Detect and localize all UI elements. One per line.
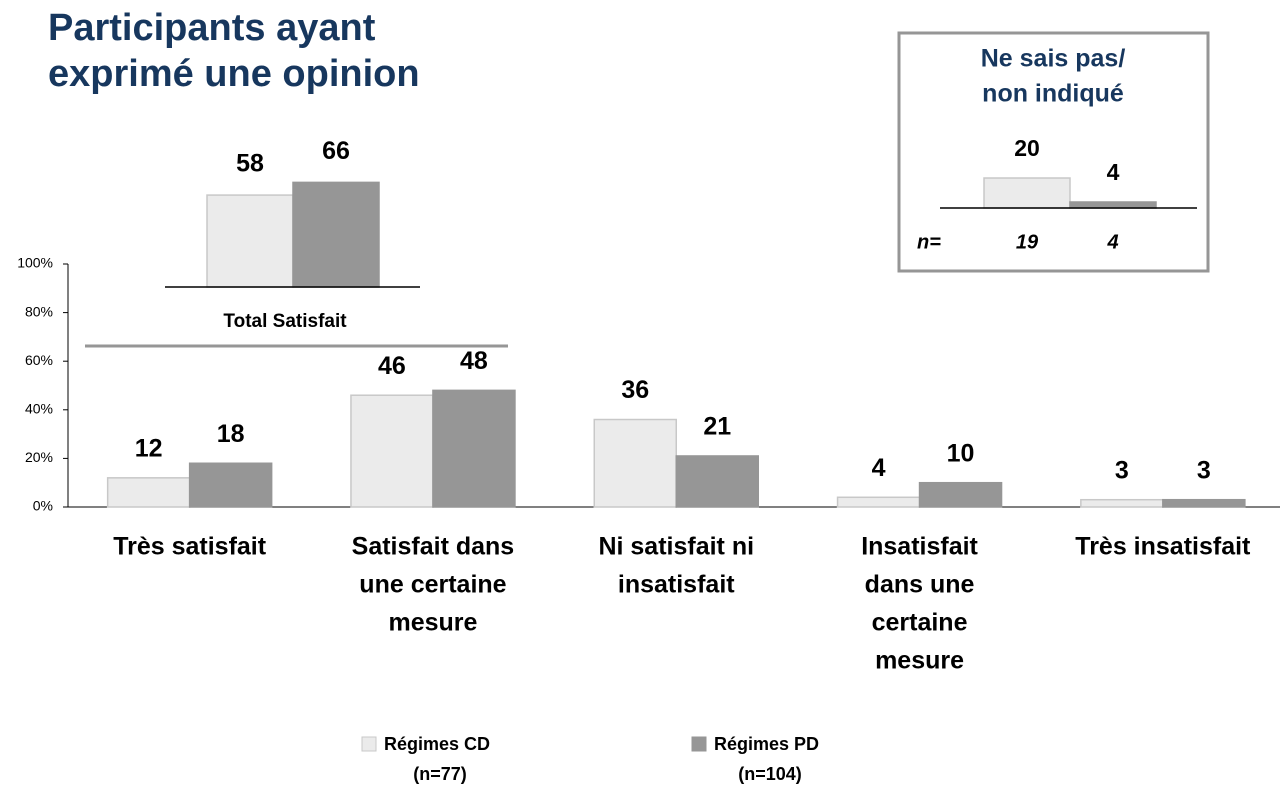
bar bbox=[1080, 498, 1164, 508]
x-tick-label: Satisfait dans bbox=[352, 533, 515, 561]
x-tick-label: Très satisfait bbox=[113, 533, 267, 561]
x-tick-label: mesure bbox=[388, 609, 477, 637]
y-tick-label: 40% bbox=[25, 401, 53, 417]
x-tick-label: dans une bbox=[865, 571, 975, 599]
value-label: 10 bbox=[947, 439, 975, 467]
bar bbox=[188, 462, 273, 508]
y-tick-label: 100% bbox=[17, 255, 53, 271]
legend-label: Régimes CD bbox=[384, 734, 490, 754]
bar bbox=[593, 418, 677, 508]
value-label: 21 bbox=[703, 413, 731, 441]
x-label: Total Satisfait bbox=[223, 311, 347, 332]
bar bbox=[983, 177, 1071, 209]
legend-label: (n=77) bbox=[413, 764, 467, 784]
y-tick-label: 60% bbox=[25, 352, 53, 368]
value-label: 66 bbox=[322, 137, 350, 165]
value-label: 3 bbox=[1197, 456, 1211, 484]
bar bbox=[292, 181, 380, 288]
value-label: 12 bbox=[135, 434, 163, 462]
value-label: 4 bbox=[1107, 159, 1120, 185]
value-label: 46 bbox=[378, 352, 406, 380]
bar bbox=[1162, 498, 1246, 508]
y-tick-label: 0% bbox=[33, 498, 53, 514]
n-value: 4 bbox=[1106, 231, 1118, 253]
x-tick-label: mesure bbox=[875, 647, 964, 675]
value-label: 4 bbox=[872, 454, 886, 482]
x-tick-label: certaine bbox=[872, 609, 968, 637]
value-label: 20 bbox=[1014, 135, 1040, 161]
value-label: 36 bbox=[621, 376, 649, 404]
y-tick-label: 80% bbox=[25, 303, 53, 319]
value-label: 48 bbox=[460, 347, 488, 375]
legend-label: (n=104) bbox=[738, 764, 802, 784]
value-label: 58 bbox=[236, 150, 264, 178]
inset-box bbox=[897, 31, 1210, 273]
inset-title: non indiqué bbox=[982, 80, 1124, 108]
legend-swatch bbox=[361, 736, 377, 752]
x-tick-label: une certaine bbox=[359, 571, 506, 599]
inset-title: Ne sais pas/ bbox=[981, 45, 1126, 73]
bar bbox=[675, 455, 759, 508]
n-value: 19 bbox=[1016, 231, 1039, 253]
chart-title: Participants ayant bbox=[48, 7, 376, 49]
legend-label: Régimes PD bbox=[714, 734, 819, 754]
x-tick-label: Très insatisfait bbox=[1075, 533, 1251, 561]
bar bbox=[106, 477, 191, 508]
value-label: 3 bbox=[1115, 456, 1129, 484]
bar bbox=[432, 389, 516, 508]
bar bbox=[1069, 201, 1157, 209]
x-tick-label: Ni satisfait ni bbox=[598, 533, 754, 561]
legend-swatch bbox=[691, 736, 707, 752]
x-tick-label: insatisfait bbox=[618, 571, 735, 599]
bar bbox=[918, 481, 1003, 508]
chart-title: exprimé une opinion bbox=[48, 53, 420, 95]
y-tick-label: 20% bbox=[25, 449, 53, 465]
bar bbox=[350, 394, 434, 508]
n-label: n= bbox=[917, 231, 941, 253]
x-tick-label: Insatisfait bbox=[861, 533, 978, 561]
bar bbox=[206, 194, 294, 288]
value-label: 18 bbox=[217, 420, 245, 448]
bar bbox=[836, 496, 921, 508]
